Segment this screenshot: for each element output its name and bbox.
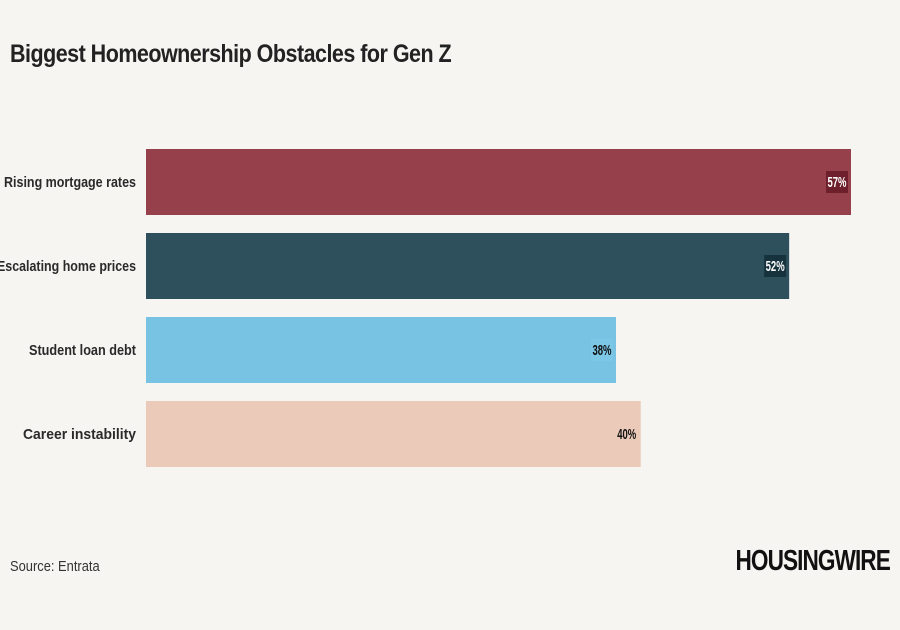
value-label: 38% — [593, 342, 612, 359]
category-label: Student loan debt — [29, 342, 136, 359]
category-label: Rising mortgage rates — [4, 174, 136, 191]
chart-title: Biggest Homeownership Obstacles for Gen … — [10, 40, 452, 68]
value-label-background — [764, 255, 787, 277]
value-label-background — [591, 339, 613, 361]
bar — [146, 149, 851, 215]
bar — [146, 233, 790, 299]
value-label: 57% — [828, 174, 847, 191]
bar — [146, 401, 641, 467]
source-note: Source: Entrata — [10, 558, 100, 575]
category-label: Escalating home prices — [0, 258, 136, 275]
value-label: 40% — [617, 426, 636, 443]
value-label: 52% — [766, 258, 785, 275]
value-label-background — [826, 171, 848, 193]
bar — [146, 317, 616, 383]
housingwire-logo: HOUSINGWIRE — [735, 545, 891, 577]
value-label-background — [615, 423, 638, 445]
category-label: Career instability — [23, 426, 137, 443]
